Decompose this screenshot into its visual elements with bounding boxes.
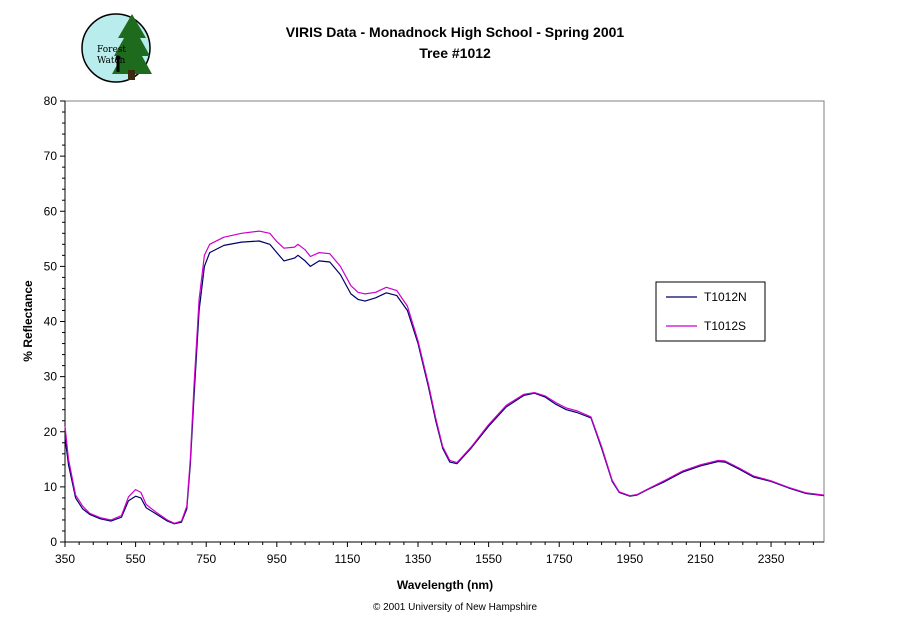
x-tick-label: 950: [267, 552, 287, 566]
y-tick-label: 50: [44, 259, 58, 273]
chart-title: VIRIS Data - Monadnock High School - Spr…: [286, 24, 625, 40]
axes: 0 10 20 30 40 50 60 70 80 350 550 750 950 1150 1350 155…: [44, 94, 824, 566]
legend: T1012N T1012S: [655, 281, 766, 342]
x-tick-label: 750: [196, 552, 216, 566]
x-tick-label: 550: [126, 552, 146, 566]
x-tick-label: 1750: [546, 552, 573, 566]
y-tick-label: 10: [44, 480, 58, 494]
x-tick-label: 1550: [475, 552, 502, 566]
legend-label-t1012n: T1012N: [704, 290, 747, 304]
forest-watch-logo: Forest Watch: [81, 13, 152, 83]
y-tick-label: 30: [44, 370, 58, 384]
y-tick-label: 60: [44, 204, 58, 218]
y-tick-label: 0: [50, 535, 57, 549]
legend-box: [655, 281, 766, 342]
logo-text-watch: Watch: [97, 56, 125, 66]
x-tick-label: 2150: [687, 552, 714, 566]
legend-label-t1012s: T1012S: [704, 319, 746, 333]
y-tick-label: 70: [44, 149, 58, 163]
copyright-footer: © 2001 University of New Hampshire: [373, 602, 538, 613]
y-tick-label: 40: [44, 315, 58, 329]
x-tick-label: 1150: [335, 552, 361, 566]
y-tick-label: 80: [44, 94, 58, 108]
person-icon: [115, 55, 121, 72]
logo-text-forest: Forest: [97, 45, 126, 55]
x-tick-label: 1950: [616, 552, 643, 566]
x-axis-label: Wavelength (nm): [397, 578, 493, 592]
series-line-t1012s: [64, 230, 825, 524]
chart-subtitle: Tree #1012: [419, 45, 491, 61]
x-tick-label: 1350: [405, 552, 432, 566]
series-group: [64, 230, 825, 525]
y-axis-label: % Reflectance: [21, 280, 35, 362]
x-tick-label: 2350: [758, 552, 785, 566]
tree-icon: [112, 14, 152, 80]
y-tick-label: 20: [44, 425, 58, 439]
x-tick-label: 350: [55, 552, 75, 566]
